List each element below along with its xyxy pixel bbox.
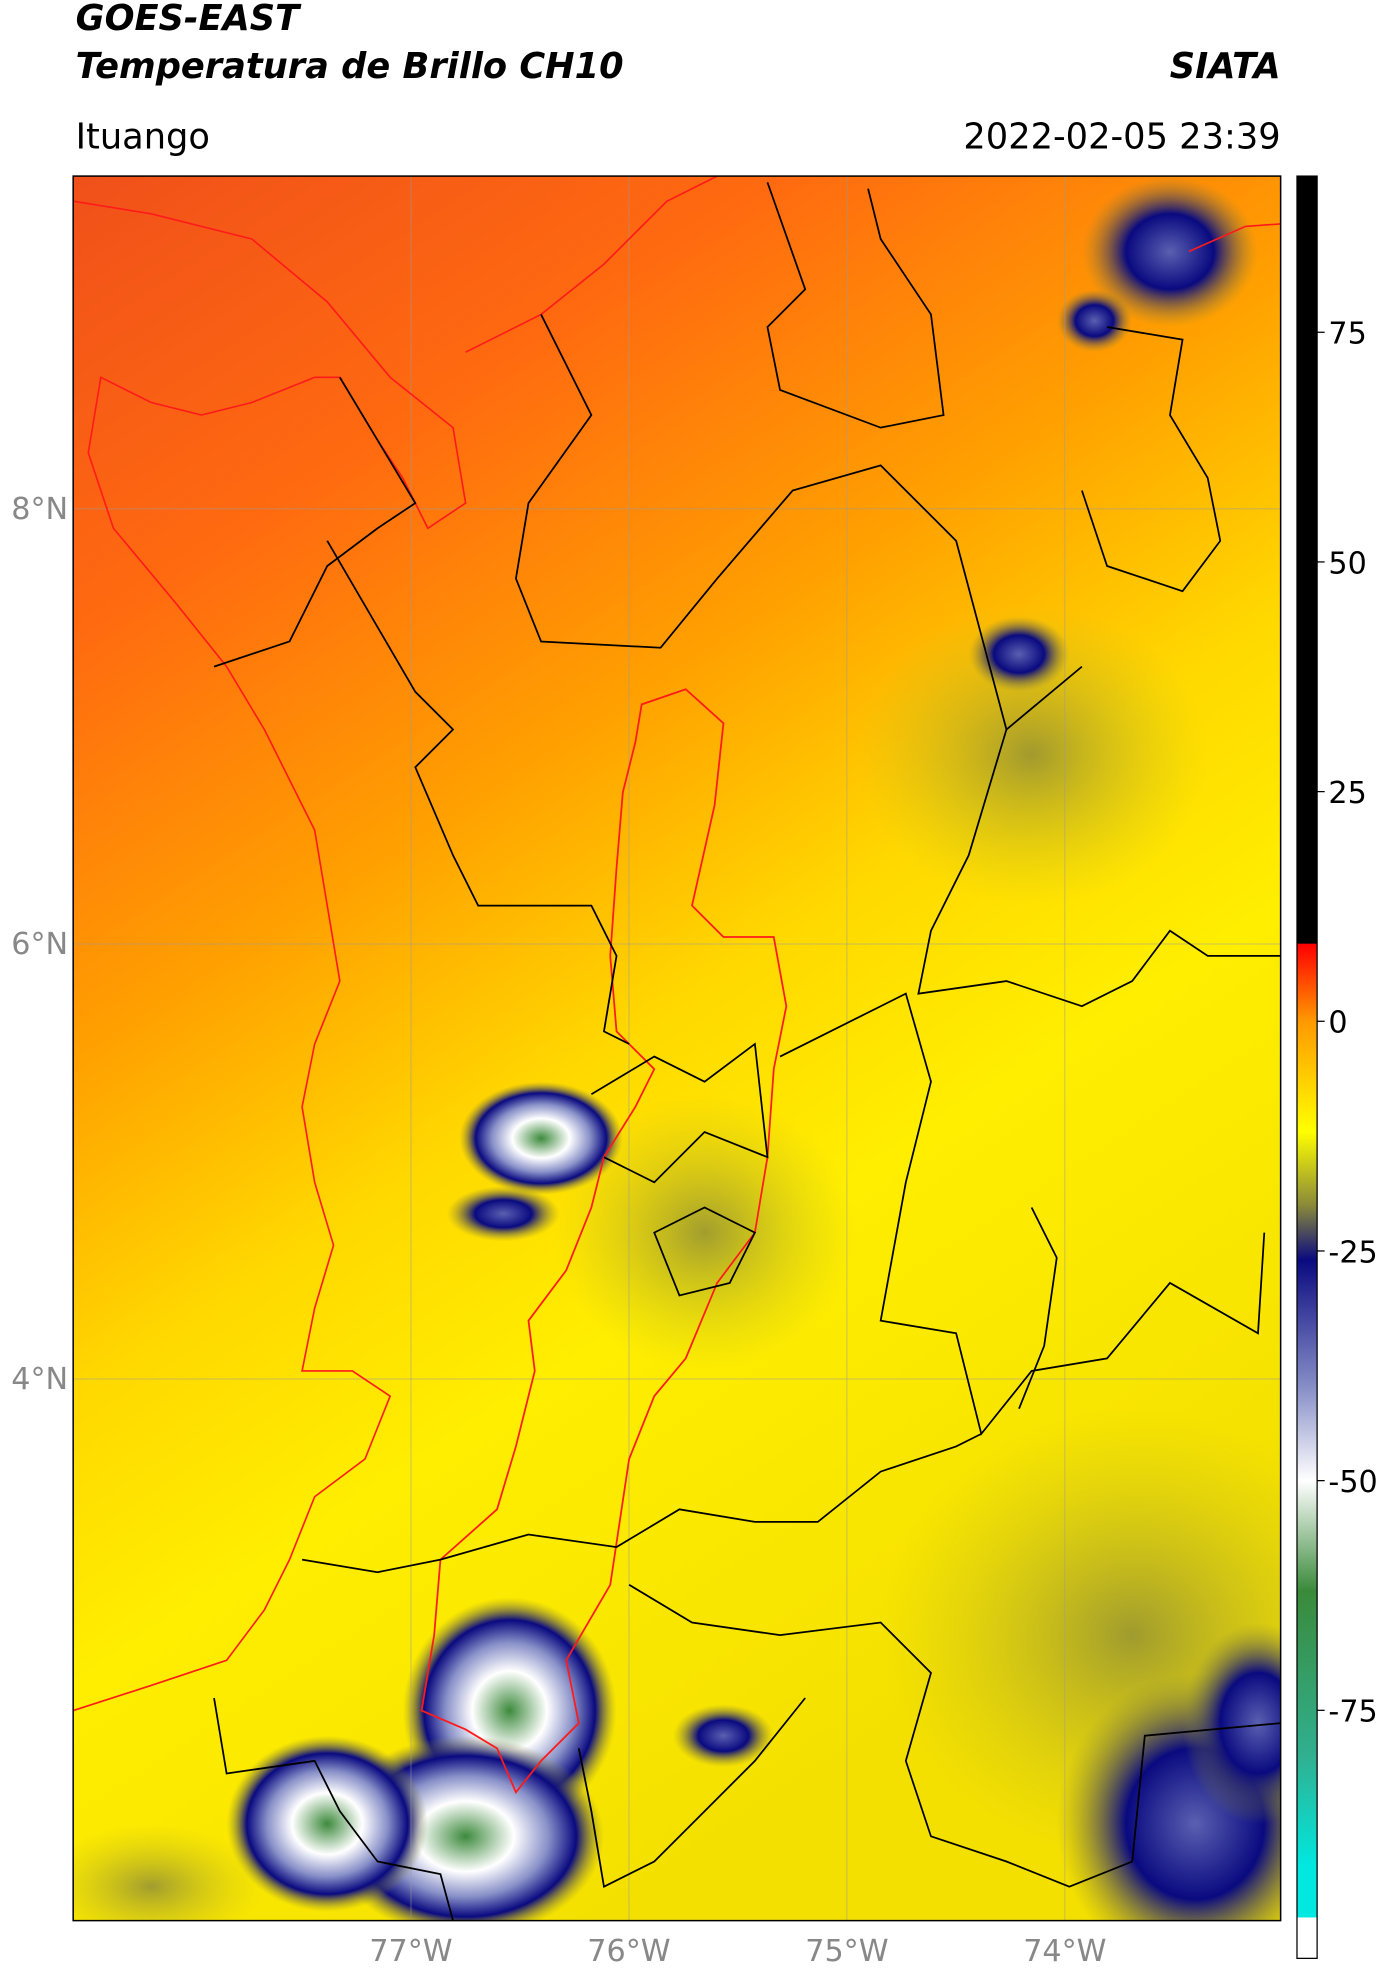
- admin-border: [766, 182, 945, 429]
- colorbar: [1296, 175, 1318, 1959]
- cloud: [459, 1081, 623, 1195]
- admin-border: [213, 376, 417, 668]
- organization: SIATA: [1170, 46, 1281, 87]
- graticule: [73, 176, 1281, 1921]
- map: [73, 176, 1281, 1921]
- colorbar-tick-label: 25: [1328, 776, 1366, 811]
- map-frame: [72, 175, 1282, 1922]
- cloud: [1056, 289, 1133, 353]
- geo-labels: 8°N 6°N 4°N 77°W 76°W 75°W 74°W: [11, 492, 1106, 1969]
- cloud: [1081, 176, 1258, 328]
- admin-border: [1018, 1207, 1058, 1410]
- cloud-haze: [73, 1823, 265, 1921]
- admin-border: [653, 1206, 757, 1297]
- admin-border: [301, 1433, 982, 1574]
- cloud: [968, 616, 1070, 692]
- colorbar-tick-label: -50: [1328, 1465, 1377, 1500]
- cloud: [673, 1704, 774, 1768]
- coastline: [465, 176, 718, 353]
- satellite: GOES-EAST: [76, 0, 302, 39]
- colorbar-tick-label: 0: [1328, 1006, 1347, 1041]
- admin-border: [590, 1042, 769, 1184]
- coastline: [73, 200, 467, 1712]
- lon-label: 77°W: [369, 1934, 452, 1969]
- admin-border: [326, 540, 630, 1045]
- admin-border: [628, 1584, 1281, 1888]
- lat-label: 8°N: [11, 492, 68, 527]
- admin-border: [779, 992, 1266, 1436]
- region: Ituango: [76, 116, 210, 157]
- admin-border: [577, 1697, 806, 1888]
- cloud: [1182, 1622, 1281, 1824]
- colorbar-ticks: 75 50 25 0 -25 -50 -75: [1317, 317, 1378, 1730]
- timestamp: 2022-02-05 23:39: [963, 116, 1280, 157]
- colorbar-tick-label: -25: [1328, 1235, 1377, 1270]
- admin-border: [1081, 326, 1222, 593]
- basin-outline: [420, 688, 788, 1795]
- colorbar-tick-label: 50: [1328, 546, 1366, 581]
- cloud: [226, 1735, 428, 1912]
- lon-label: 76°W: [587, 1934, 670, 1969]
- colorbar-tick-label: 75: [1328, 317, 1366, 352]
- cloud: [446, 1186, 560, 1242]
- admin-border: [213, 1697, 454, 1921]
- cloud-haze: [855, 603, 1208, 906]
- colorbar-tick-label: -75: [1328, 1695, 1377, 1730]
- lon-label: 75°W: [805, 1934, 888, 1969]
- lat-label: 4°N: [11, 1362, 68, 1397]
- admin-border: [515, 314, 1083, 732]
- product: Temperatura de Brillo CH10: [76, 46, 624, 87]
- lon-label: 74°W: [1023, 1934, 1106, 1969]
- admin-border: [917, 729, 1281, 1008]
- lat-label: 6°N: [11, 927, 68, 962]
- coastline: [1188, 223, 1281, 253]
